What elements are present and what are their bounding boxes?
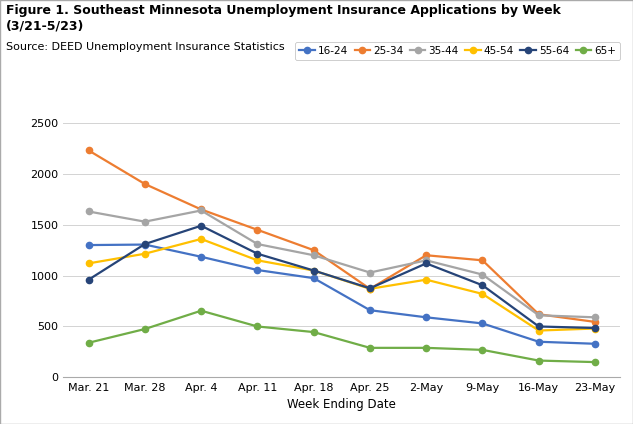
65+ (591, 360, 599, 365)
Line: 25-34: 25-34 (85, 147, 598, 325)
35-44 (141, 219, 149, 224)
16-24 (254, 268, 261, 273)
65+ (85, 340, 92, 345)
45-54 (422, 277, 430, 282)
25-34 (85, 148, 92, 153)
65+ (366, 345, 373, 350)
35-44 (535, 313, 542, 318)
55-64 (197, 223, 205, 228)
45-54 (535, 328, 542, 333)
16-24 (479, 321, 486, 326)
16-24 (366, 308, 373, 313)
25-34 (366, 286, 373, 291)
Text: Source: DEED Unemployment Insurance Statistics: Source: DEED Unemployment Insurance Stat… (6, 42, 285, 53)
16-24 (85, 243, 92, 248)
25-34 (254, 227, 261, 232)
25-34 (141, 181, 149, 187)
Line: 45-54: 45-54 (85, 236, 598, 334)
35-44 (197, 208, 205, 213)
16-24 (422, 315, 430, 320)
X-axis label: Week Ending Date: Week Ending Date (287, 399, 396, 411)
25-34 (422, 253, 430, 258)
Text: Figure 1. Southeast Minnesota Unemployment Insurance Applications by Week (3/21-: Figure 1. Southeast Minnesota Unemployme… (6, 4, 561, 32)
65+ (422, 345, 430, 350)
25-34 (310, 248, 318, 253)
45-54 (591, 326, 599, 331)
35-44 (310, 253, 318, 258)
35-44 (591, 315, 599, 320)
16-24 (141, 242, 149, 247)
25-34 (197, 207, 205, 212)
16-24 (591, 341, 599, 346)
35-44 (254, 242, 261, 247)
35-44 (422, 258, 430, 263)
65+ (310, 329, 318, 335)
45-54 (197, 237, 205, 242)
16-24 (535, 339, 542, 344)
55-64 (366, 286, 373, 291)
45-54 (254, 258, 261, 263)
Line: 65+: 65+ (85, 307, 598, 365)
65+ (535, 358, 542, 363)
Line: 55-64: 55-64 (85, 223, 598, 331)
45-54 (85, 261, 92, 266)
55-64 (85, 277, 92, 282)
16-24 (310, 276, 318, 281)
25-34 (591, 319, 599, 324)
25-34 (479, 258, 486, 263)
55-64 (310, 268, 318, 273)
45-54 (310, 268, 318, 273)
Line: 16-24: 16-24 (85, 241, 598, 347)
55-64 (479, 283, 486, 288)
45-54 (141, 251, 149, 256)
55-64 (535, 324, 542, 329)
45-54 (479, 291, 486, 296)
Legend: 16-24, 25-34, 35-44, 45-54, 55-64, 65+: 16-24, 25-34, 35-44, 45-54, 55-64, 65+ (295, 42, 620, 60)
65+ (254, 324, 261, 329)
65+ (141, 326, 149, 332)
35-44 (85, 209, 92, 214)
55-64 (422, 261, 430, 266)
25-34 (535, 312, 542, 317)
65+ (479, 347, 486, 352)
55-64 (254, 251, 261, 256)
35-44 (366, 270, 373, 275)
35-44 (479, 272, 486, 277)
55-64 (141, 242, 149, 247)
Line: 35-44: 35-44 (85, 207, 598, 321)
65+ (197, 308, 205, 313)
16-24 (197, 254, 205, 259)
45-54 (366, 286, 373, 291)
55-64 (591, 326, 599, 331)
